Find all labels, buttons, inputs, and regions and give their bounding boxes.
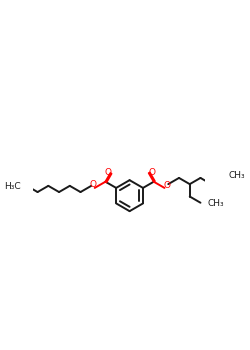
Text: CH₃: CH₃ (228, 172, 245, 180)
Text: O: O (163, 181, 170, 190)
Text: O: O (148, 168, 155, 177)
Text: CH₃: CH₃ (207, 199, 224, 208)
Text: O: O (104, 168, 111, 177)
Text: O: O (89, 180, 96, 189)
Text: H₃C: H₃C (4, 182, 20, 191)
